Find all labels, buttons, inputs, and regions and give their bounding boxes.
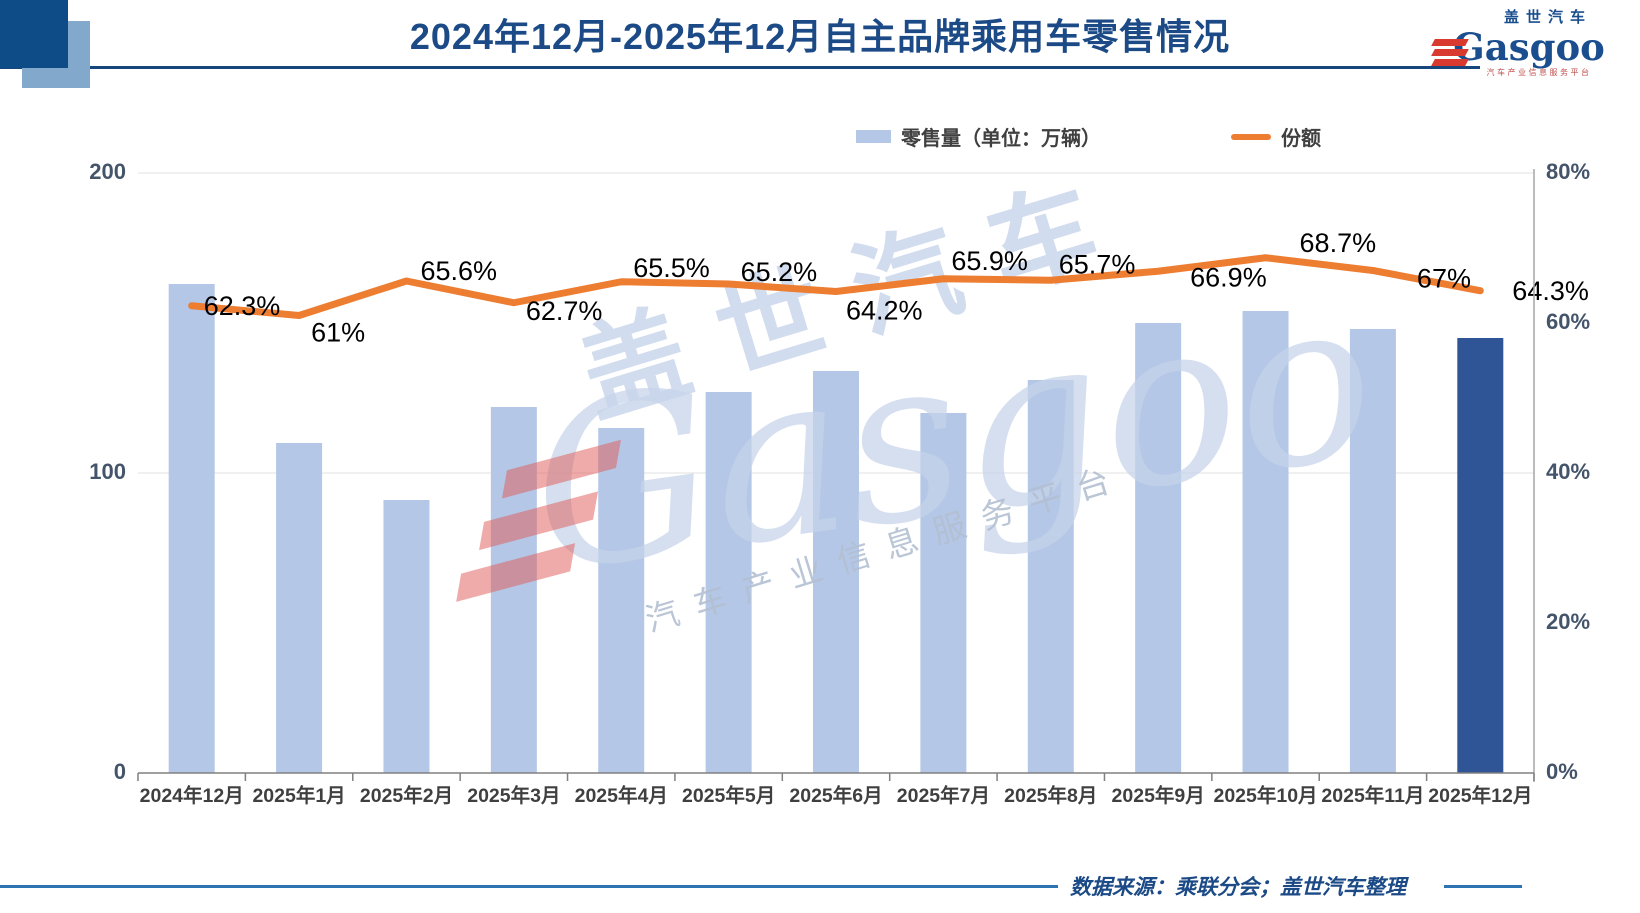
x-axis-label-2025年10月: 2025年10月: [1213, 784, 1317, 807]
share-line: [188, 254, 1484, 319]
left-axis-tick-200: 200: [89, 159, 126, 184]
share-label-2024年12月: 62.3%: [204, 291, 281, 321]
footer-rule-long: [0, 884, 1058, 888]
x-axis-label-2025年3月: 2025年3月: [467, 784, 560, 807]
footer: 数据来源：乘联分会；盖世汽车整理: [0, 871, 1640, 901]
right-axis-tick-60%: 60%: [1546, 309, 1590, 334]
x-axis-label-2024年12月: 2024年12月: [140, 784, 244, 807]
left-axis-tick-0: 0: [114, 759, 126, 784]
bar-2025年7月: [920, 413, 967, 773]
line-legend-swatch: [1231, 133, 1271, 140]
share-label-2025年9月: 66.9%: [1190, 262, 1267, 292]
gasgoo-logo: 盖世汽车 Gasgoo 汽车产业信息服务平台: [1414, 6, 1624, 78]
share-label-2025年2月: 65.6%: [420, 256, 497, 286]
bar-legend-label: 零售量（单位：万辆）: [901, 128, 1101, 150]
x-axis-label-2025年11月: 2025年11月: [1321, 784, 1424, 807]
bar-2025年1月: [276, 443, 323, 773]
share-label-2025年1月: 61%: [311, 318, 365, 348]
bar-2025年11月: [1349, 329, 1396, 773]
right-axis-tick-80%: 80%: [1546, 159, 1590, 184]
bar-2025年3月: [490, 407, 537, 773]
logo-cn-text: 盖世汽车: [1503, 9, 1592, 26]
bar-2025年8月: [1027, 380, 1074, 773]
header-decor-dark-square: [0, 0, 68, 68]
legend: 零售量（单位：万辆） 份额: [856, 122, 1321, 151]
footer-rule-short: [1444, 884, 1522, 888]
share-label-2025年6月: 64.2%: [846, 296, 923, 326]
x-axis-label-2025年6月: 2025年6月: [789, 784, 882, 807]
legend-item-line: 份额: [1231, 122, 1321, 151]
bar-2025年12月: [1457, 338, 1504, 773]
bar-2025年9月: [1135, 323, 1182, 773]
right-axis-tick-20%: 20%: [1546, 609, 1590, 634]
bar-2025年5月: [705, 392, 752, 773]
x-axis-label-2025年1月: 2025年1月: [252, 784, 345, 807]
share-label-2025年11月: 67%: [1417, 264, 1471, 294]
share-label-2025年12月: 64.3%: [1512, 276, 1589, 306]
x-axis-label-2025年7月: 2025年7月: [897, 784, 990, 807]
share-label-2025年3月: 62.7%: [526, 296, 603, 326]
bar-2025年6月: [813, 371, 859, 773]
page-title: 2024年12月-2025年12月自主品牌乘用车零售情况: [409, 16, 1231, 57]
right-axis-tick-0%: 0%: [1546, 759, 1578, 784]
data-source-note: 数据来源：乘联分会；盖世汽车整理: [1070, 876, 1406, 899]
share-label-2025年8月: 65.7%: [1059, 249, 1136, 279]
logo-tagline: 汽车产业信息服务平台: [1486, 68, 1592, 77]
share-label-2025年10月: 68.7%: [1300, 228, 1377, 258]
x-axis-label-2025年4月: 2025年4月: [575, 784, 668, 807]
logo-en-text: Gasgoo: [1453, 25, 1605, 69]
x-axis-label-2025年8月: 2025年8月: [1004, 784, 1097, 807]
share-label-2025年4月: 65.5%: [633, 253, 710, 283]
left-axis-tick-100: 100: [89, 459, 126, 484]
bar-2025年4月: [598, 428, 645, 773]
x-axis-label-2025年12月: 2025年12月: [1428, 784, 1532, 807]
right-axis-tick-40%: 40%: [1546, 459, 1590, 484]
x-axis-label-2025年5月: 2025年5月: [682, 784, 775, 807]
x-axis-label-2025年2月: 2025年2月: [360, 784, 453, 807]
line-legend-label: 份额: [1281, 128, 1321, 150]
bar-2025年2月: [383, 500, 430, 773]
bar-2025年10月: [1242, 311, 1289, 773]
header-rule: [0, 66, 1480, 69]
share-label-2025年7月: 65.9%: [951, 246, 1028, 276]
bar-legend-swatch: [856, 130, 891, 143]
share-label-2025年5月: 65.2%: [741, 257, 818, 287]
x-axis-label-2025年9月: 2025年9月: [1112, 784, 1205, 807]
legend-item-bar: 零售量（单位：万辆）: [856, 122, 1101, 151]
bar-2024年12月: [168, 284, 215, 773]
